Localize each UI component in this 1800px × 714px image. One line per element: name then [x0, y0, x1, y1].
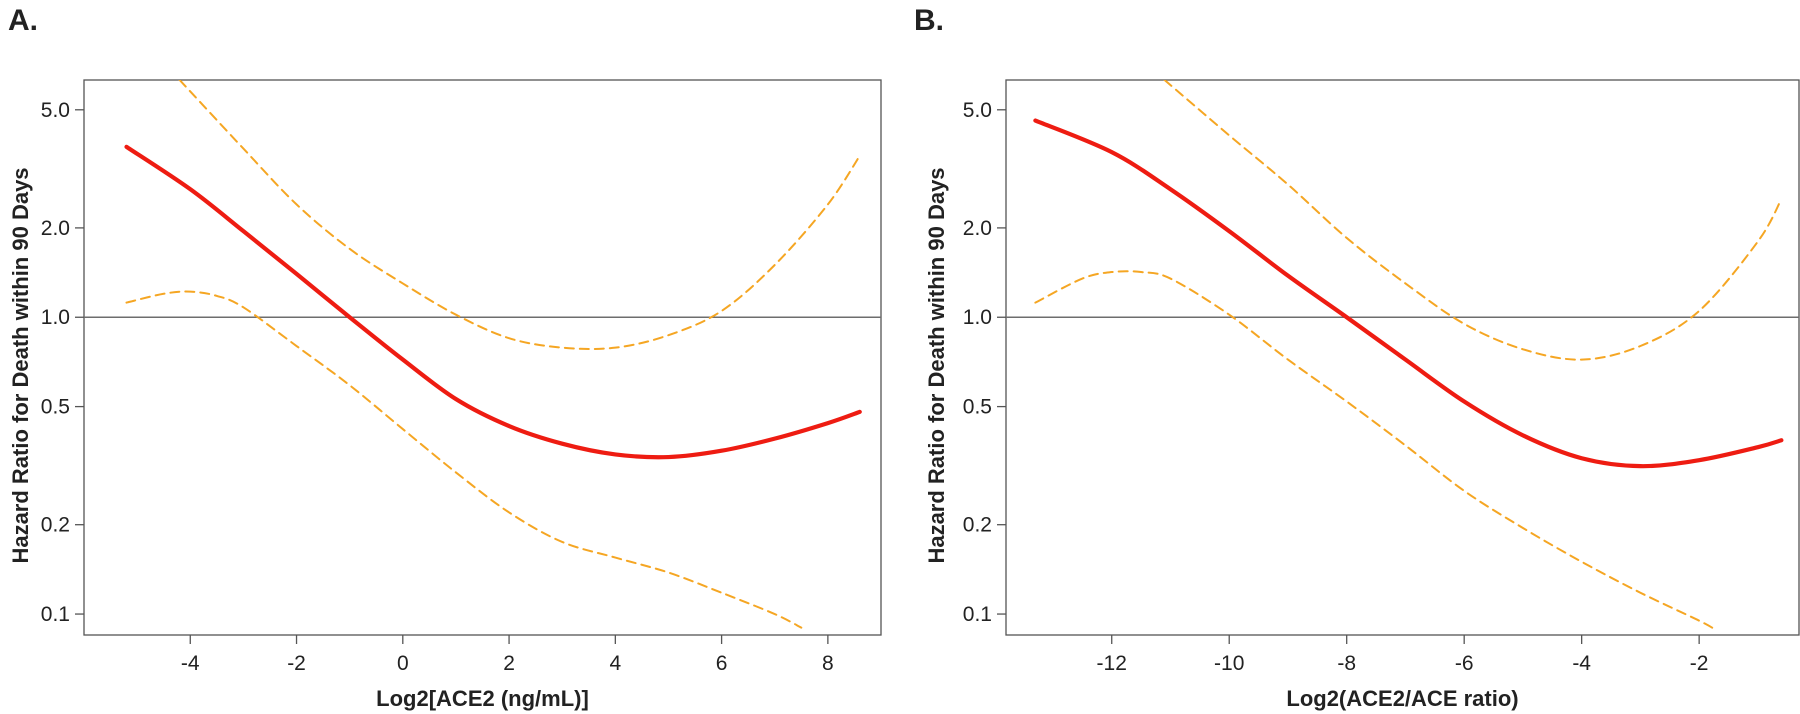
x-tick-label: -6 [1455, 652, 1474, 675]
x-tick-label: -8 [1337, 652, 1356, 675]
lower-ci-line [1034, 270, 1718, 632]
y-tick-label: 2.0 [41, 217, 70, 240]
x-tick-label: -4 [181, 652, 200, 675]
x-axis-title: Log2[ACE2 (ng/mL)] [376, 686, 589, 711]
x-tick-label: 4 [609, 652, 621, 675]
plot-frame [83, 79, 882, 636]
y-axis-title: Hazard Ratio for Death within 90 Days [924, 167, 949, 563]
y-tick-label: 5.0 [963, 99, 992, 122]
x-axis-title: Log2(ACE2/ACE ratio) [1286, 686, 1518, 711]
y-tick-label: 5.0 [41, 99, 70, 122]
series-group [124, 80, 862, 629]
x-tick-label: -4 [1572, 652, 1591, 675]
series-group [1033, 80, 1784, 632]
x-tick-label: -2 [287, 652, 306, 675]
lower-ci-line [125, 290, 803, 629]
y-tick-label: 2.0 [963, 217, 992, 240]
panel-letter: B. [914, 4, 944, 37]
x-tick-label: -12 [1097, 652, 1127, 675]
x-tick-label: 2 [503, 652, 515, 675]
x-tick-label: 8 [822, 652, 834, 675]
panel-a: A. 0.1 0.2 0.5 1.0 2.0 5.0 -4 -2 0 2 4 6 8 Log2[ACE2 (… [8, 4, 882, 711]
upper-ci-line [1163, 80, 1783, 361]
hazard-ratio-line [1033, 118, 1784, 469]
plot-frame [1005, 79, 1800, 636]
y-tick-label: 1.0 [41, 306, 70, 329]
y-axis-title: Hazard Ratio for Death within 90 Days [8, 167, 33, 563]
y-tick-label: 0.5 [41, 396, 70, 419]
x-tick-label: -10 [1214, 652, 1244, 675]
panel-letter: A. [8, 4, 38, 37]
upper-ci-line [178, 80, 861, 350]
y-tick-label: 0.1 [963, 603, 992, 626]
x-tick-label: -2 [1690, 652, 1709, 675]
panel-b: B. 0.1 0.2 0.5 1.0 2.0 5.0 -12 -10 -8 -6 -4 -2 Log2(A… [914, 4, 1800, 711]
y-tick-label: 1.0 [963, 306, 992, 329]
y-tick-label: 0.2 [41, 514, 70, 537]
y-tick-label: 0.1 [41, 603, 70, 626]
x-tick-label: 0 [397, 652, 409, 675]
y-tick-label: 0.5 [963, 396, 992, 419]
x-tick-label: 6 [716, 652, 728, 675]
y-tick-label: 0.2 [963, 514, 992, 537]
hazard-ratio-line [124, 144, 862, 460]
